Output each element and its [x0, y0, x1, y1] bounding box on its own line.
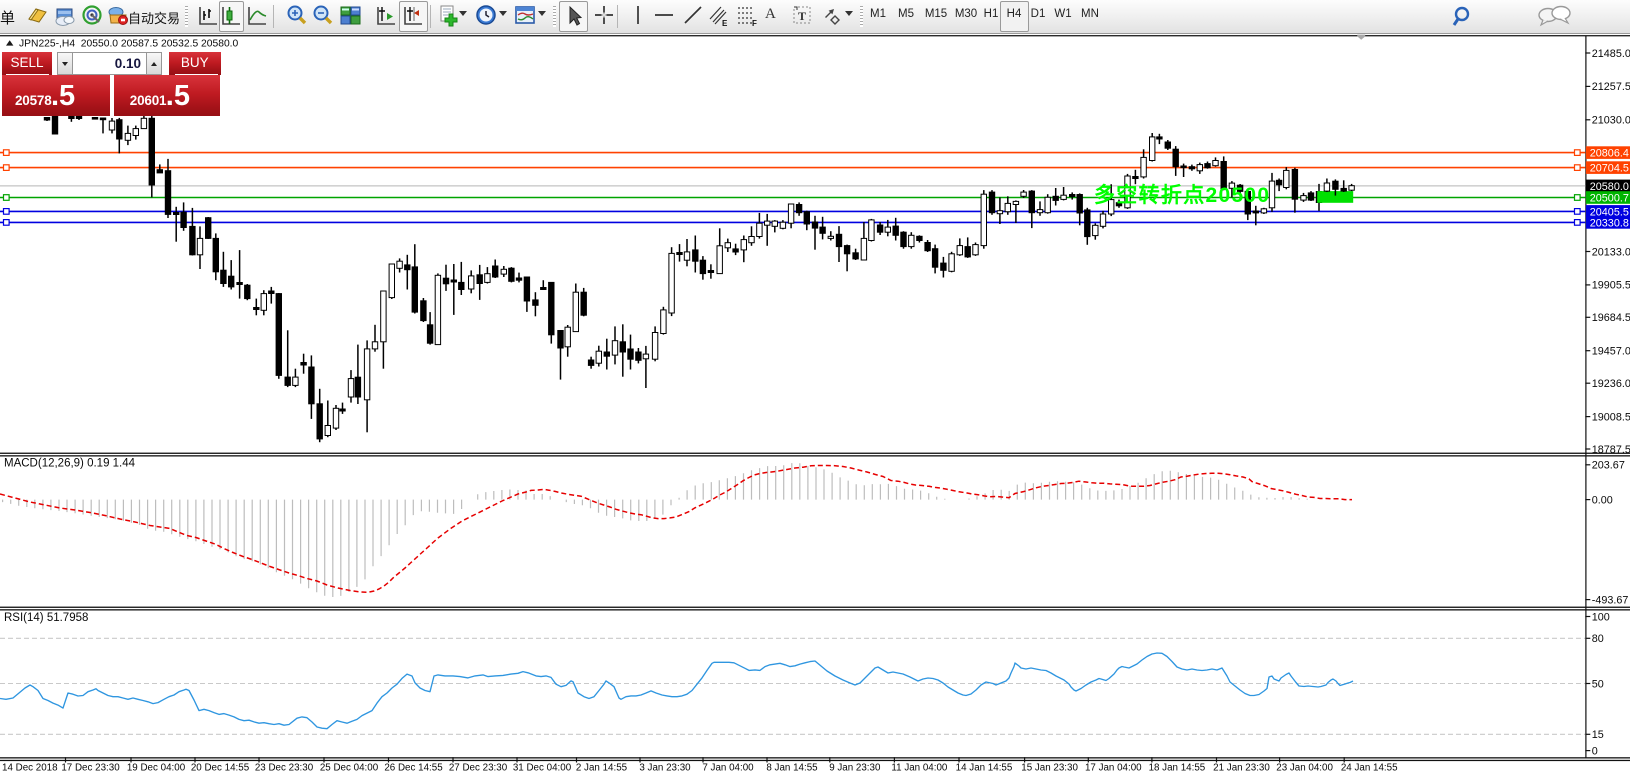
svg-text:19008.5: 19008.5: [1592, 411, 1630, 423]
svg-text:24 Jan 14:55: 24 Jan 14:55: [1341, 763, 1398, 774]
svg-text:20704.5: 20704.5: [1590, 163, 1629, 175]
svg-text:21257.5: 21257.5: [1592, 81, 1630, 93]
svg-text:MACD(12,26,9) 0.19 1.44: MACD(12,26,9) 0.19 1.44: [4, 458, 136, 470]
svg-text:14 Jan 14:55: 14 Jan 14:55: [956, 763, 1013, 774]
svg-text:8 Jan 14:55: 8 Jan 14:55: [766, 763, 818, 774]
svg-text:26 Dec 14:55: 26 Dec 14:55: [384, 763, 443, 774]
svg-text:-493.67: -493.67: [1592, 594, 1629, 606]
svg-text:23 Dec 23:30: 23 Dec 23:30: [255, 763, 314, 774]
svg-text:9 Jan 23:30: 9 Jan 23:30: [829, 763, 881, 774]
svg-text:3 Jan 23:30: 3 Jan 23:30: [639, 763, 691, 774]
svg-text:E: E: [722, 19, 728, 28]
svg-text:20580.0: 20580.0: [1590, 181, 1629, 193]
svg-text:21 Jan 23:30: 21 Jan 23:30: [1213, 763, 1270, 774]
svg-text:25 Dec 04:00: 25 Dec 04:00: [320, 763, 379, 774]
svg-text:31 Dec 04:00: 31 Dec 04:00: [513, 763, 572, 774]
svg-text:20133.0: 20133.0: [1592, 246, 1630, 258]
svg-text:2 Jan 14:55: 2 Jan 14:55: [576, 763, 628, 774]
svg-text:7 Jan 04:00: 7 Jan 04:00: [702, 763, 754, 774]
svg-text:80: 80: [1592, 633, 1604, 645]
svg-text:14 Dec 2018: 14 Dec 2018: [2, 763, 58, 774]
svg-text:18 Jan 14:55: 18 Jan 14:55: [1149, 763, 1206, 774]
svg-text:T: T: [798, 9, 806, 23]
svg-text:多空转折点20500: 多空转折点20500: [1094, 183, 1270, 207]
svg-text:23 Jan 04:00: 23 Jan 04:00: [1276, 763, 1333, 774]
svg-text:17 Dec 23:30: 17 Dec 23:30: [61, 763, 120, 774]
svg-text:20330.8: 20330.8: [1590, 217, 1629, 229]
svg-text:19684.5: 19684.5: [1592, 312, 1630, 324]
svg-text:0: 0: [1592, 745, 1598, 757]
svg-text:11 Jan 04:00: 11 Jan 04:00: [891, 763, 947, 774]
svg-text:19457.0: 19457.0: [1592, 346, 1630, 358]
svg-text:19905.5: 19905.5: [1592, 280, 1630, 292]
svg-text:19 Dec 04:00: 19 Dec 04:00: [127, 763, 186, 774]
svg-text:20500.7: 20500.7: [1590, 193, 1629, 205]
svg-text:100: 100: [1592, 611, 1610, 623]
svg-text:20 Dec 14:55: 20 Dec 14:55: [191, 763, 250, 774]
svg-text:18787.5: 18787.5: [1592, 444, 1630, 456]
svg-text:20806.4: 20806.4: [1590, 148, 1629, 160]
svg-text:F: F: [752, 19, 757, 28]
svg-text:50: 50: [1592, 678, 1604, 690]
svg-text:21030.0: 21030.0: [1592, 115, 1630, 127]
svg-text:15: 15: [1592, 729, 1604, 741]
svg-text:0.00: 0.00: [1592, 494, 1613, 506]
svg-text:17 Jan 04:00: 17 Jan 04:00: [1085, 763, 1142, 774]
svg-text:20405.5: 20405.5: [1590, 206, 1629, 218]
svg-text:19236.0: 19236.0: [1592, 378, 1630, 390]
svg-text:15 Jan 23:30: 15 Jan 23:30: [1021, 763, 1078, 774]
svg-text:203.67: 203.67: [1592, 460, 1625, 472]
svg-text:JPN225-,H4 20550.0 20587.5 20: JPN225-,H4 20550.0 20587.5 20532.5 20580…: [19, 39, 239, 50]
svg-text:21485.0: 21485.0: [1592, 48, 1630, 60]
svg-text:27 Dec 23:30: 27 Dec 23:30: [449, 763, 508, 774]
svg-text:RSI(14) 51.7958: RSI(14) 51.7958: [4, 612, 88, 624]
